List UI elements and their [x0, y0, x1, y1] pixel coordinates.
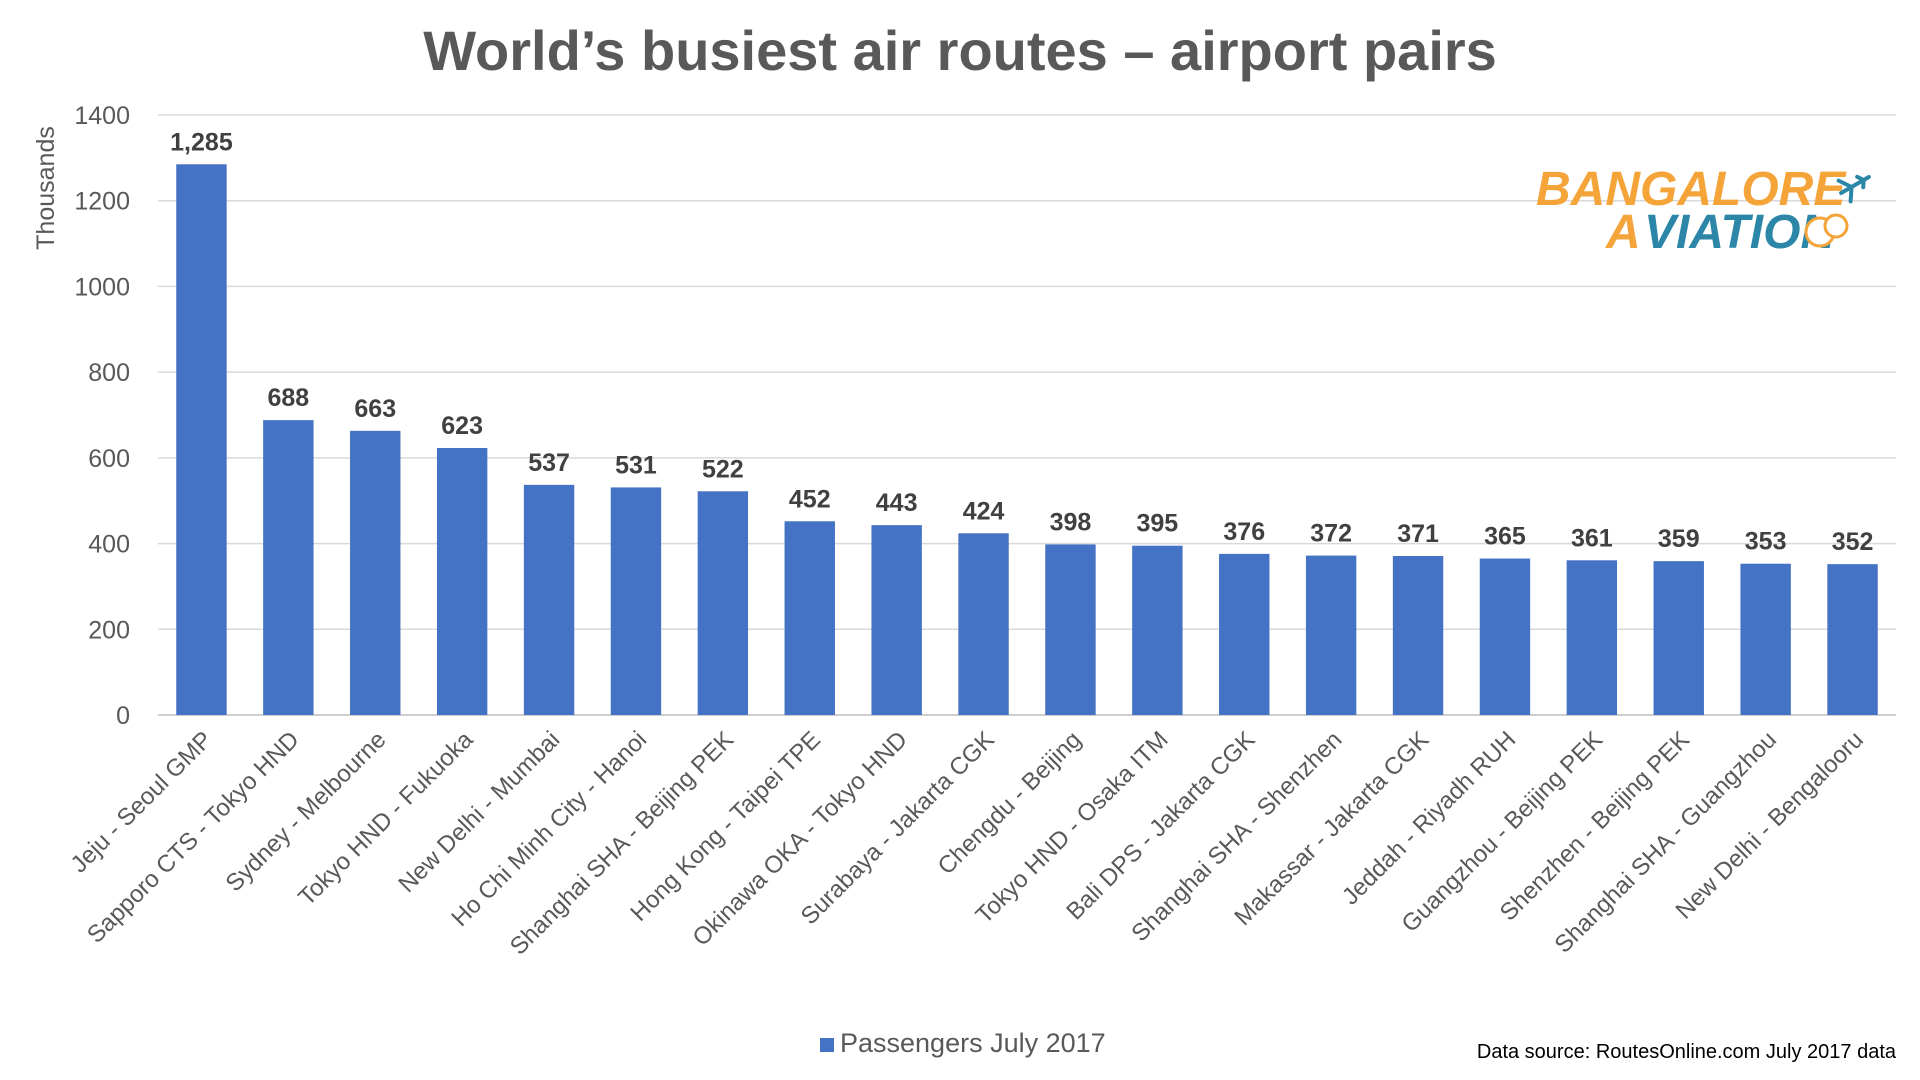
bar — [523, 484, 575, 715]
y-axis-ticks: 0 200 400 600 800 1000 1200 1400 — [74, 102, 130, 730]
data-label: 395 — [1136, 510, 1178, 538]
data-label: 372 — [1310, 520, 1352, 548]
data-label: 424 — [963, 497, 1005, 525]
data-labels: 1,285 688 663 623 537 531 522 452 443 424 398 395 37… — [170, 128, 1873, 556]
data-label: 365 — [1484, 523, 1526, 551]
y-tick-label: 600 — [88, 445, 130, 473]
bar — [784, 521, 835, 715]
bar — [1305, 555, 1357, 715]
data-label: 1,285 — [170, 128, 233, 156]
bar — [1827, 564, 1878, 715]
bar — [436, 448, 488, 715]
data-label: 352 — [1832, 528, 1874, 556]
bar — [958, 533, 1009, 715]
data-label: 443 — [876, 489, 918, 517]
data-label: 688 — [267, 384, 309, 412]
bar — [263, 420, 314, 715]
y-tick-label: 1400 — [74, 102, 130, 130]
bar — [1132, 545, 1183, 715]
category-label: Tokyo HND - Fukuoka — [293, 726, 479, 912]
bar — [1219, 553, 1270, 715]
category-label: Sydney - Melbourne — [221, 726, 392, 897]
bar — [871, 525, 922, 715]
data-source-note: Data source: RoutesOnline.com July 2017 … — [1477, 1041, 1897, 1063]
airplane-icon — [1836, 174, 1871, 204]
bar — [1392, 556, 1444, 715]
data-label: 398 — [1050, 508, 1092, 536]
y-tick-label: 1200 — [74, 188, 130, 216]
data-label: 537 — [528, 449, 570, 477]
y-tick-label: 0 — [116, 702, 130, 730]
y-axis-label: Thousands — [32, 126, 60, 250]
data-label: 452 — [789, 485, 831, 513]
logo-line2: VIATION — [1644, 206, 1836, 259]
bar — [1479, 558, 1531, 715]
logo-line2-prefix: A — [1605, 206, 1641, 259]
data-label: 623 — [441, 412, 483, 440]
bar — [697, 491, 749, 715]
legend-swatch — [820, 1038, 834, 1052]
y-tick-label: 1000 — [74, 273, 130, 301]
category-label: Jeju - Seoul GMP — [66, 726, 218, 878]
data-label: 353 — [1745, 528, 1787, 556]
bar — [1653, 561, 1704, 715]
bar — [1566, 560, 1618, 715]
bars — [176, 164, 1878, 716]
bar — [610, 487, 662, 715]
data-label: 663 — [354, 395, 396, 423]
y-tick-label: 800 — [88, 359, 130, 387]
legend-label: Passengers July 2017 — [840, 1028, 1106, 1058]
bar — [350, 430, 401, 715]
bangalore-aviation-logo: BANGALORE A VIATION — [1536, 163, 1871, 259]
data-label: 361 — [1571, 524, 1613, 552]
category-label: Chengdu - Beijing — [933, 726, 1087, 880]
chart-title: World’s busiest air routes – airport pai… — [423, 19, 1497, 82]
data-label: 531 — [615, 451, 657, 479]
data-label: 371 — [1397, 520, 1439, 548]
data-label: 359 — [1658, 525, 1700, 553]
category-label: Jeddah - Riyadh RUH — [1337, 726, 1521, 910]
bar — [1740, 563, 1791, 715]
cloud-icon — [1804, 213, 1849, 248]
data-label: 376 — [1223, 518, 1265, 546]
data-label: 522 — [702, 455, 744, 483]
legend: Passengers July 2017 — [820, 1028, 1106, 1058]
logo-line1: BANGALORE — [1536, 163, 1847, 216]
y-tick-label: 200 — [88, 616, 130, 644]
category-label: New Delhi - Mumbai — [393, 726, 565, 898]
bar — [1045, 544, 1096, 715]
bar — [176, 164, 227, 716]
y-tick-label: 400 — [88, 531, 130, 559]
